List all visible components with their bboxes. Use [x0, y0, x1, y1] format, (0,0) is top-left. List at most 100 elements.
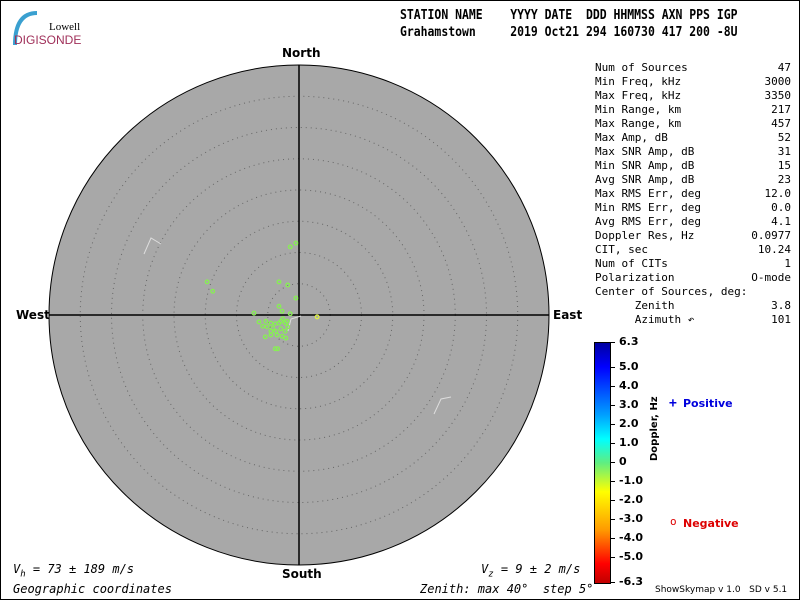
colorbar-tick-mark	[610, 462, 615, 463]
stat-value: 0.0977	[751, 229, 791, 242]
stat-label: Zenith	[595, 299, 675, 312]
stat-value: O-mode	[751, 271, 791, 284]
colorbar-tick: -1.0	[619, 474, 644, 488]
stat-label: Max RMS Err, deg	[595, 187, 701, 200]
source-point	[280, 316, 286, 322]
source-point	[260, 323, 266, 329]
colorbar-tick-mark	[610, 423, 615, 425]
stat-label: Num of CITs	[595, 257, 668, 270]
stat-label: Min SNR Amp, dB	[595, 159, 695, 172]
stat-row: Min Range, km 217	[595, 103, 791, 117]
source-point	[276, 279, 282, 285]
negative-label: Negative	[683, 517, 739, 530]
stat-value: 23	[777, 173, 791, 186]
colorbar-tick-mark	[610, 557, 615, 559]
source-point	[285, 324, 291, 330]
stat-label: Polarization	[595, 271, 675, 284]
version-label: ShowSkymap v 1.0 SD v 5.1	[655, 585, 788, 595]
vh-subscript: h	[20, 569, 26, 580]
stat-label: Max SNR Amp, dB	[595, 145, 695, 158]
stat-value: 47	[777, 61, 791, 74]
colorbar-tick-mark	[610, 385, 615, 387]
source-point	[274, 332, 280, 338]
colorbar-tick-mark	[610, 404, 615, 406]
colorbar-tick: 1.0	[619, 435, 639, 449]
source-point	[287, 244, 293, 250]
stat-label: Min Freq, kHz	[595, 75, 682, 88]
stat-row: Avg SNR Amp, dB 23	[595, 173, 791, 187]
east-label: East	[553, 308, 583, 322]
stat-value: 3000	[764, 75, 792, 88]
source-point	[256, 319, 262, 325]
velocity-vector	[143, 237, 162, 255]
stat-label: Min RMS Err, deg	[595, 201, 701, 214]
source-point	[276, 303, 282, 309]
stat-label: Avg RMS Err, deg	[595, 215, 701, 228]
logo: Lowell DIGISONDE	[9, 9, 89, 49]
source-point	[210, 288, 216, 294]
stat-row: CIT, sec 10.24	[595, 243, 791, 257]
vh-readout: Vh = 73 ± 189 m/s	[13, 562, 134, 579]
colorbar-tick: -2.0	[619, 493, 644, 507]
stat-label: Center of Sources, deg:	[595, 285, 748, 298]
colorbar-label: Doppler, Hz	[649, 396, 660, 461]
stat-label: Avg SNR Amp, dB	[595, 173, 695, 186]
stat-row: Min RMS Err, deg 0.0	[595, 201, 791, 215]
header-values: Grahamstown 2019 Oct21 294 160730 417 20…	[400, 25, 738, 40]
stat-value: 101	[771, 313, 791, 326]
zenith-label: Zenith: max 40° step 5°	[420, 582, 594, 596]
source-point	[263, 318, 269, 324]
source-point	[293, 240, 299, 246]
stat-row: Doppler Res, Hz 0.0977	[595, 229, 791, 243]
stat-row: Min SNR Amp, dB 15	[595, 159, 791, 173]
source-point	[251, 310, 257, 316]
colorbar-tick-mark	[610, 500, 615, 502]
colorbar-tick-mark	[610, 481, 615, 483]
stat-value: 10.24	[757, 243, 791, 256]
source-point	[287, 311, 293, 317]
west-label: West	[16, 308, 50, 322]
stat-row: Max SNR Amp, dB 31	[595, 145, 791, 159]
stat-label: Num of Sources	[595, 61, 688, 74]
stat-row: Max Amp, dB 52	[595, 131, 791, 145]
stat-label: Doppler Res, Hz	[595, 229, 695, 242]
stat-row: Polarization O-mode	[595, 271, 791, 285]
stat-label: CIT, sec	[595, 243, 648, 256]
header-labels: STATION NAME YYYY DATE DDD HHMMSS AXN PP…	[400, 8, 738, 23]
stat-row: Max Range, km 457	[595, 117, 791, 131]
north-label: North	[282, 46, 321, 60]
stat-value: 15	[777, 159, 791, 172]
stat-label: Max Freq, kHz	[595, 89, 682, 102]
stat-row: Num of Sources 47	[595, 61, 791, 75]
stat-value: 52	[777, 131, 791, 144]
colorbar-tick: 2.0	[619, 416, 639, 430]
stat-row: Azimuth ↶ 101	[595, 313, 791, 327]
coordinates-label: Geographic coordinates	[13, 582, 172, 596]
source-point	[279, 308, 285, 314]
colorbar-tick: 4.0	[619, 378, 639, 392]
stat-label: Max Range, km	[595, 117, 682, 130]
colorbar-tick: -3.0	[619, 512, 644, 526]
source-point	[283, 335, 289, 341]
vz-subscript: z	[488, 569, 494, 580]
source-point	[282, 328, 288, 334]
stat-label: Azimuth ↶	[595, 313, 695, 326]
source-point	[272, 346, 278, 352]
stat-value: 4.1	[771, 215, 791, 228]
colorbar-tick-mark	[610, 442, 615, 444]
colorbar-tick: -5.0	[619, 550, 644, 564]
south-label: South	[282, 567, 322, 581]
stat-value: 0.0	[771, 201, 791, 214]
source-point	[268, 332, 274, 338]
stat-row: Num of CITs 1	[595, 257, 791, 271]
positive-label: Positive	[683, 397, 733, 410]
stat-value: 12.0	[764, 187, 792, 200]
colorbar-tick: 0	[619, 455, 627, 468]
skymap-plot	[48, 64, 550, 566]
stat-value: 3.8	[771, 299, 791, 312]
source-point	[262, 334, 268, 340]
source-point	[204, 279, 210, 285]
vz-value: = 9 ± 2 m/s	[493, 562, 581, 576]
stat-row: Max Freq, kHz 3350	[595, 89, 791, 103]
source-point	[275, 346, 281, 352]
